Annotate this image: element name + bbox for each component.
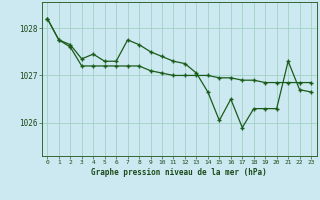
X-axis label: Graphe pression niveau de la mer (hPa): Graphe pression niveau de la mer (hPa) — [91, 168, 267, 177]
